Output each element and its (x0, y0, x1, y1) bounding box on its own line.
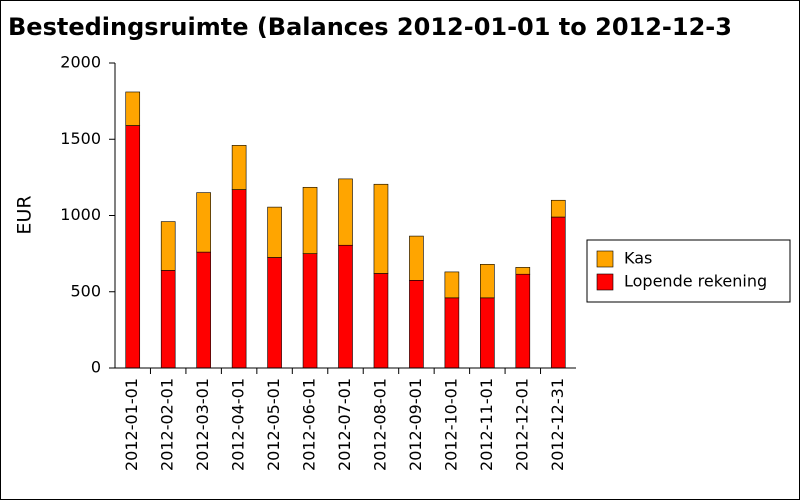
bar-segment (267, 257, 282, 369)
bar-segment (231, 145, 247, 190)
x-tick-label: 2012-04-01 (229, 378, 248, 471)
y-tick-label: 0 (91, 358, 101, 377)
bar-segment (160, 221, 176, 271)
bar-segment (267, 206, 282, 258)
bar-segment (302, 253, 318, 369)
legend-swatch (596, 273, 614, 291)
bar-segment (231, 189, 247, 369)
x-tick-label: 2012-10-01 (441, 378, 460, 471)
bar-segment (444, 297, 460, 369)
bar-segment (480, 297, 495, 369)
x-tick-label: 2012-02-01 (158, 378, 177, 471)
bar-segment (409, 235, 424, 281)
legend-label: Lopende rekening (624, 272, 767, 291)
bar-segment (125, 91, 141, 126)
x-tick-label: 2012-12-01 (512, 378, 531, 471)
y-tick-label: 2000 (60, 53, 101, 72)
bar-segment (338, 178, 353, 246)
y-axis-label: EUR (14, 195, 36, 234)
y-tick-label: 500 (70, 281, 101, 300)
x-tick-label: 2012-12-31 (548, 378, 567, 471)
y-tick-label: 1500 (60, 129, 101, 148)
x-tick-label: 2012-07-01 (335, 378, 354, 471)
legend-swatch (596, 250, 614, 268)
legend-box (586, 239, 791, 303)
bar-segment (409, 280, 424, 369)
bar-segment (373, 183, 389, 274)
bar-segment (338, 244, 353, 369)
bar-segment (515, 267, 531, 275)
bar-segment (373, 273, 389, 369)
x-tick-label: 2012-11-01 (477, 378, 496, 471)
bar-segment (302, 186, 318, 254)
x-tick-label: 2012-01-01 (122, 378, 141, 471)
bar-segment (480, 263, 495, 299)
y-tick-label: 1000 (60, 205, 101, 224)
bar-segment (515, 273, 531, 369)
x-tick-label: 2012-03-01 (193, 378, 212, 471)
x-tick-label: 2012-05-01 (264, 378, 283, 471)
x-tick-label: 2012-06-01 (300, 378, 319, 471)
bar-segment (196, 251, 211, 369)
x-tick-label: 2012-08-01 (370, 378, 389, 471)
bar-segment (160, 270, 176, 369)
bar-segment (125, 125, 141, 369)
bar-segment (550, 216, 566, 369)
bar-segment (196, 192, 211, 253)
chart-title: Bestedingsruimte (Balances 2012-01-01 to… (8, 13, 732, 41)
legend-label: Kas (624, 249, 652, 268)
bar-segment (550, 199, 566, 218)
bar-segment (444, 271, 460, 299)
x-tick-label: 2012-09-01 (406, 378, 425, 471)
